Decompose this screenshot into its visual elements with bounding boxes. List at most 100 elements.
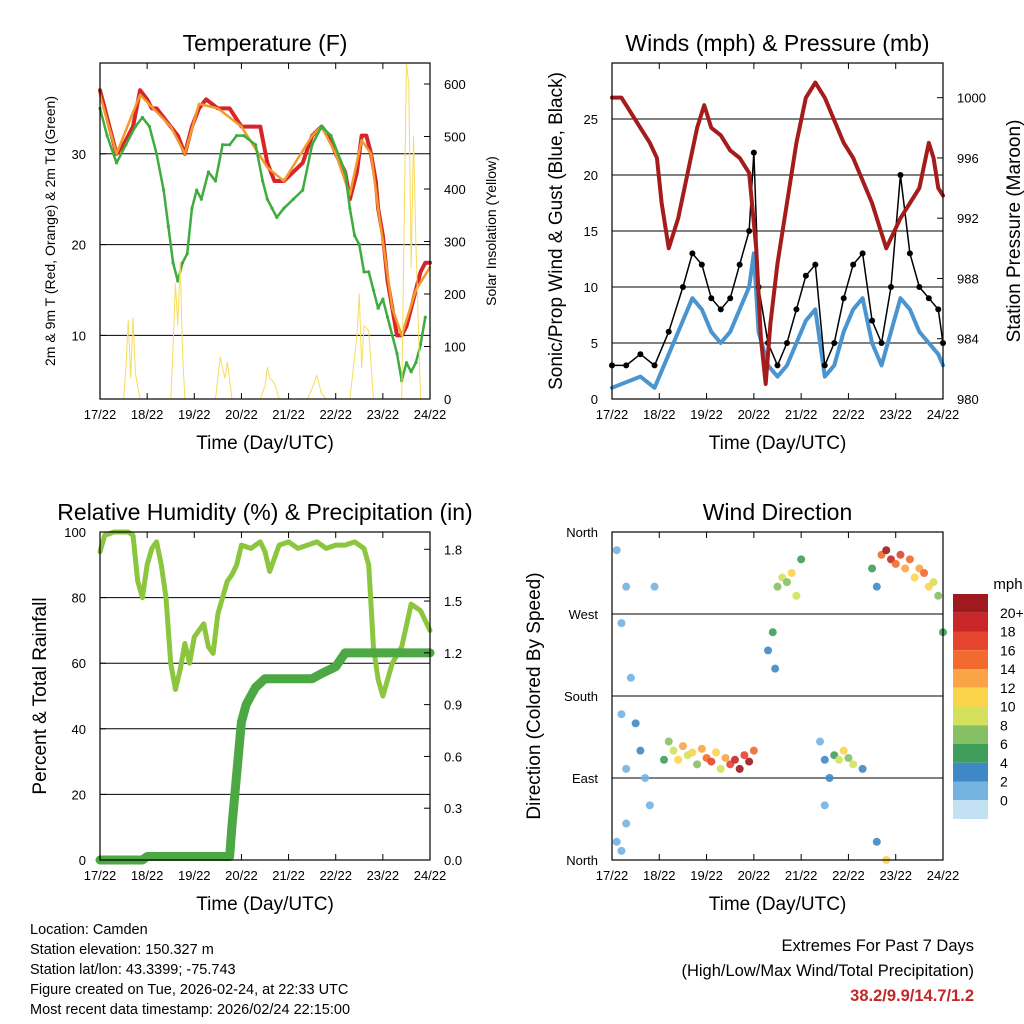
series-2m-td-point [176,279,180,283]
latlon-text: Station lat/lon: 43.3399; -75.743 [30,962,236,978]
x-tick-label: 22/22 [319,868,352,883]
speed-legend: mph 20+ 18 16 14 12 10 8 6 4 2 0 [953,576,1024,819]
plot-frame [99,62,431,400]
y-tick-label: 40 [72,722,86,737]
series-2m-td-point [319,124,324,129]
direction-point [730,755,739,764]
extremes-values: 38.2/9.9/14.7/1.2 [850,987,974,1005]
direction-point [868,564,877,573]
legend-label: 14 [1000,661,1016,677]
y2-tick-label: 980 [957,392,979,407]
legend-label: 0 [1000,792,1008,808]
series-2m-td-point [329,134,333,138]
y2-tick-label: 1.5 [444,594,462,609]
direction-point [612,837,621,846]
series-2m-td-point [275,215,279,219]
x-tick-label: 17/22 [596,868,629,883]
series-gust-point [850,261,857,268]
direction-point [745,757,754,766]
series-sonic-prop-wind [610,251,945,390]
series-2m-td-point [140,115,145,120]
series-2m-td-point [348,206,352,210]
series-gust-point [689,250,696,257]
series-2m-td-point [362,270,366,274]
direction-point [622,764,631,773]
direction-point [771,664,780,673]
series-gust-point [821,362,828,369]
x-tick-label: 22/22 [832,407,865,422]
series-2m-td-point [199,197,203,201]
x-tick-label: 18/22 [643,868,676,883]
y-tick-label: 30 [72,147,86,162]
series-2m-td-point [343,170,347,174]
direction-point [697,744,706,753]
direction-point [844,753,853,762]
x-axis-label: Time (Day/UTC) [709,894,847,915]
y-tick-label: 20 [72,787,86,802]
direction-point [749,746,758,755]
plot-frame [99,531,431,861]
direction-point [792,591,801,600]
direction-point [622,819,631,828]
direction-point [920,569,929,577]
series-gust-point [727,295,734,302]
direction-point [934,591,943,600]
direction-point [712,748,721,757]
direction-point [910,573,919,582]
y-tick-label: North [566,853,598,868]
series-2m-td-point [367,270,371,274]
series-2m-td-point [265,197,269,201]
series-2m-td-point [253,143,258,147]
legend-swatch [953,744,988,763]
series-2m-td-point [147,124,152,129]
x-tick-label: 18/22 [131,407,164,422]
chart-title: Winds (mph) & Pressure (mb) [625,30,929,56]
x-tick-label: 17/22 [596,407,629,422]
humidity-panel: Relative Humidity (%) & Precipitation (i… [30,499,473,915]
y2-tick-label: 300 [444,235,466,250]
series-2m-td-point [336,152,340,156]
x-tick-label: 18/22 [643,407,676,422]
series-station-pressure [610,80,945,386]
y-tick-label: 0 [591,392,598,407]
legend-swatch [953,706,988,726]
direction-point [834,755,843,764]
direction-point [716,764,725,773]
series-2m-td-point [195,188,199,192]
x-tick-label: 18/22 [131,868,164,883]
series-2m-td-point [282,206,286,210]
y2-tick-label: 0.9 [444,698,462,713]
x-tick-label: 20/22 [738,868,771,883]
series-2m-td-point [162,188,166,192]
x-tick-label: 19/22 [690,407,723,422]
legend-swatch [953,631,988,651]
series-2m-td-point [190,206,194,210]
series-2m-td-point [409,370,413,374]
direction-point [740,751,749,760]
series-gust-point [746,228,753,234]
series-2m-td-point [352,233,357,238]
series-2m-td-point [133,124,137,129]
legend-swatch [953,781,988,801]
x-tick-label: 19/22 [690,868,723,883]
wind_direction-panel: Wind Direction 17/22 18/22 19/22 20/22 21/22 2… [524,499,959,915]
x-tick-label: 21/22 [785,407,818,422]
x-axis-label: Time (Day/UTC) [196,894,334,915]
direction-point [849,760,858,769]
series-2m-td-point [381,297,385,301]
x-tick-label: 20/22 [225,407,258,422]
y2-tick-label: 988 [957,271,979,286]
legend-label: 8 [1000,717,1008,733]
direction-point [693,760,702,769]
y2-tick-label: 600 [444,77,466,92]
legend-swatch [953,669,988,688]
y2-tick-label: 984 [957,332,979,347]
series-gust-point [651,362,658,369]
direction-point [797,555,806,564]
series-2m-td-point [414,361,418,365]
legend-label: 12 [1000,680,1016,696]
legend-swatch [953,687,988,707]
x-tick-label: 17/22 [84,868,117,883]
series-2m-td-point [213,179,218,183]
